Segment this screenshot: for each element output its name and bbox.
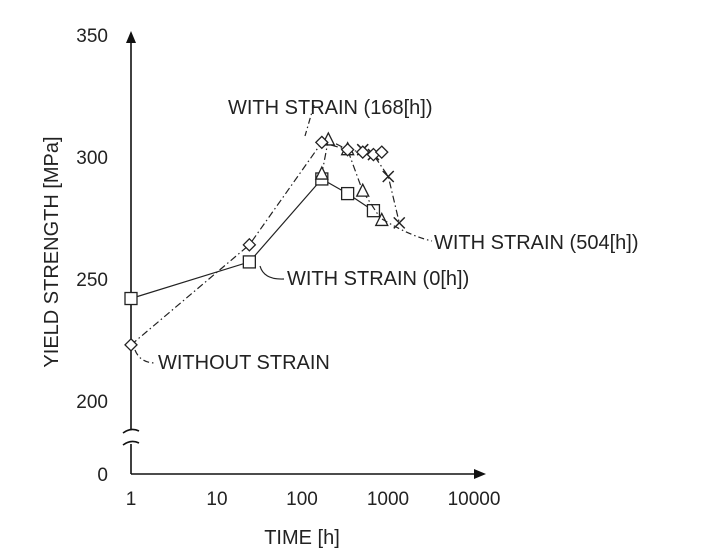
series-3-point-0 [124,337,138,352]
series-3-point-3 [340,142,355,157]
x-tick-label-10: 10 [206,489,227,510]
series-1-point-3 [355,182,370,197]
y-axis-title: YIELD STRENGTH [MPa] [41,136,63,367]
annotation-leader-0h [259,265,285,280]
axes [122,31,486,479]
series-3 [124,135,389,352]
y-tick-label-250: 250 [76,270,108,291]
series-3-line [130,141,382,346]
series-0-point-4 [366,204,381,218]
x-axis-arrow [474,469,486,479]
series-1-point-0 [314,165,329,180]
x-tick-label-100: 100 [286,489,318,510]
series-0-point-0 [124,291,138,306]
annotation-with-strain-168h: WITH STRAIN (168[h]) [228,97,432,119]
annotation-with-strain-0h: WITH STRAIN (0[h]) [287,268,469,290]
annotations: WITH STRAIN (168[h]) WITH STRAIN (504[h]… [134,97,638,374]
x-ticks: 1 10 100 1000 10000 [126,489,501,510]
y-tick-label-350: 350 [76,26,108,47]
series-0 [124,172,381,306]
axis-break-mark-lower [122,440,140,446]
axis-break-mark-upper [122,428,140,434]
y-tick-label-0: 0 [97,465,108,486]
series-3-point-6 [374,145,389,160]
series-3-point-2 [314,135,329,150]
series-0-point-1 [242,255,257,269]
annotation-leader-without [134,349,157,364]
series-2-point-2 [382,170,395,183]
y-ticks: 0 200 250 300 350 [76,26,108,486]
series-0-point-3 [340,186,355,201]
x-tick-label-1: 1 [126,489,137,510]
series-3-point-4 [355,145,370,160]
y-axis-arrow [126,31,136,43]
series-3-point-1 [242,237,257,252]
annotation-leader-168h [304,104,315,137]
y-tick-label-200: 200 [76,392,108,413]
series-layer [124,131,406,352]
annotation-without-strain: WITHOUT STRAIN [158,352,330,374]
x-tick-label-1000: 1000 [367,489,409,510]
series-1-line [321,139,383,221]
x-tick-label-10000: 10000 [448,489,501,510]
annotation-with-strain-504h: WITH STRAIN (504[h]) [434,232,638,254]
annotation-leader-504h [381,218,433,242]
y-tick-label-300: 300 [76,148,108,169]
x-axis-title: TIME [h] [264,527,340,549]
